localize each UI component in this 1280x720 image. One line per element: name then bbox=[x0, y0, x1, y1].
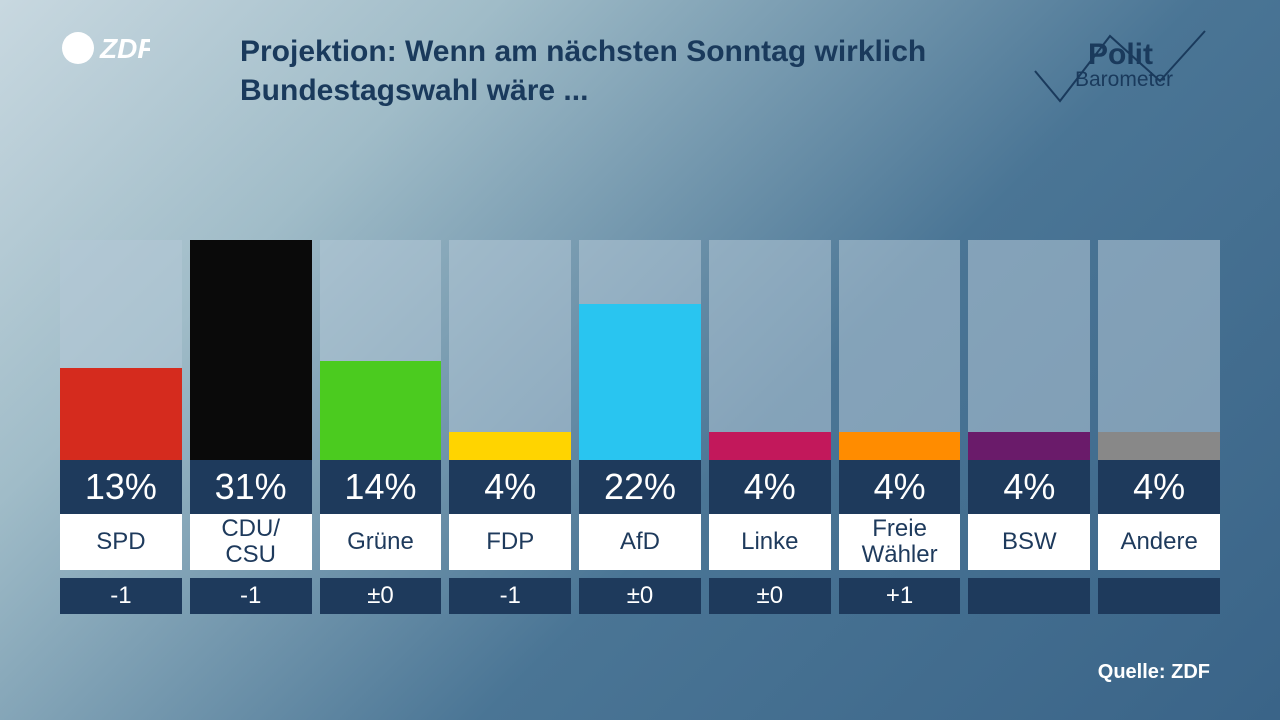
party-label: Linke bbox=[709, 514, 831, 570]
bar-fill bbox=[60, 368, 182, 460]
change-label bbox=[968, 578, 1090, 614]
bar-background bbox=[1098, 240, 1220, 460]
poll-bar-chart: 13%SPD-131%CDU/ CSU-114%Grüne±04%FDP-122… bbox=[60, 240, 1220, 614]
party-label: Andere bbox=[1098, 514, 1220, 570]
party-label: Freie Wähler bbox=[839, 514, 961, 570]
party-label: SPD bbox=[60, 514, 182, 570]
party-column: 22%AfD ±0 bbox=[579, 240, 701, 614]
value-label: 4% bbox=[839, 460, 961, 514]
svg-text:ZDF: ZDF bbox=[99, 33, 150, 64]
chart-title: Projektion: Wenn am nächsten Sonntag wir… bbox=[240, 32, 940, 110]
value-label: 4% bbox=[968, 460, 1090, 514]
party-column: 14%Grüne ±0 bbox=[320, 240, 442, 614]
bar-background bbox=[839, 240, 961, 460]
party-label: BSW bbox=[968, 514, 1090, 570]
party-column: 4%Linke ±0 bbox=[709, 240, 831, 614]
value-label: 13% bbox=[60, 460, 182, 514]
bar-background bbox=[190, 240, 312, 460]
bar-background bbox=[60, 240, 182, 460]
value-label: 31% bbox=[190, 460, 312, 514]
value-label: 14% bbox=[320, 460, 442, 514]
bar-fill bbox=[1098, 432, 1220, 460]
bar-fill bbox=[320, 361, 442, 460]
bar-fill bbox=[839, 432, 961, 460]
polit-text: Polit bbox=[1088, 38, 1153, 71]
change-label: ±0 bbox=[579, 578, 701, 614]
value-label: 4% bbox=[1098, 460, 1220, 514]
bar-background bbox=[709, 240, 831, 460]
bar-fill bbox=[579, 304, 701, 460]
bar-background bbox=[320, 240, 442, 460]
party-label: Grüne bbox=[320, 514, 442, 570]
party-column: 4%FDP -1 bbox=[449, 240, 571, 614]
bar-background bbox=[449, 240, 571, 460]
zdf-logo: ZDF bbox=[60, 28, 150, 68]
party-label: FDP bbox=[449, 514, 571, 570]
change-label bbox=[1098, 578, 1220, 614]
value-label: 22% bbox=[579, 460, 701, 514]
bar-fill bbox=[449, 432, 571, 460]
barometer-text: Barometer bbox=[1075, 68, 1173, 91]
party-label: AfD bbox=[579, 514, 701, 570]
politbarometer-logo: Polit Barometer bbox=[1030, 26, 1210, 111]
source-label: Quelle: ZDF bbox=[1098, 661, 1210, 684]
value-label: 4% bbox=[709, 460, 831, 514]
party-column: 4%Freie Wähler +1 bbox=[839, 240, 961, 614]
change-label: ±0 bbox=[709, 578, 831, 614]
change-label: -1 bbox=[190, 578, 312, 614]
party-label: CDU/ CSU bbox=[190, 514, 312, 570]
bar-background bbox=[968, 240, 1090, 460]
change-label: -1 bbox=[449, 578, 571, 614]
party-column: 31%CDU/ CSU -1 bbox=[190, 240, 312, 614]
party-column: 13%SPD -1 bbox=[60, 240, 182, 614]
party-column: 4%Andere bbox=[1098, 240, 1220, 614]
bar-fill bbox=[190, 240, 312, 460]
change-label: +1 bbox=[839, 578, 961, 614]
change-label: ±0 bbox=[320, 578, 442, 614]
value-label: 4% bbox=[449, 460, 571, 514]
bar-fill bbox=[709, 432, 831, 460]
bar-fill bbox=[968, 432, 1090, 460]
party-column: 4%BSW bbox=[968, 240, 1090, 614]
change-label: -1 bbox=[60, 578, 182, 614]
bar-background bbox=[579, 240, 701, 460]
